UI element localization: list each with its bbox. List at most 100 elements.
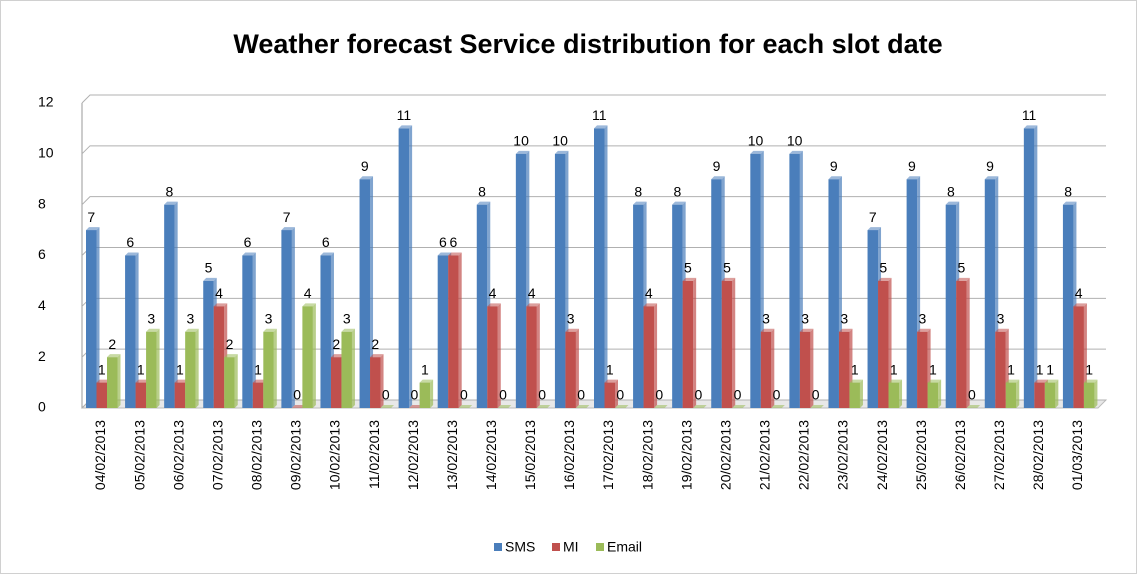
value-label: 8 (1064, 183, 1072, 199)
bar (242, 252, 256, 408)
bar-front (750, 153, 761, 408)
bar-top (945, 201, 960, 205)
bar-top (281, 227, 295, 231)
bar (810, 405, 824, 408)
x-tick-label: 11/02/2013 (366, 420, 382, 489)
x-tick-label: 07/02/2013 (209, 420, 225, 490)
bar-front (799, 331, 811, 408)
bar-top (107, 354, 121, 358)
value-label: 8 (674, 183, 682, 199)
bar-side (654, 303, 658, 408)
bar-side (497, 303, 501, 408)
x-tick-label: 22/02/2013 (796, 420, 812, 490)
x-tick-label: 25/02/2013 (913, 420, 929, 490)
bar (956, 277, 970, 408)
value-label: 0 (655, 387, 663, 403)
bar-top (966, 405, 981, 408)
value-label: 7 (869, 209, 877, 225)
bar-front (682, 280, 694, 408)
legend-label: Email (607, 539, 642, 555)
value-label: 1 (929, 361, 937, 377)
bar-top (419, 379, 434, 383)
bar-side (1055, 379, 1059, 408)
value-label: 0 (538, 387, 546, 403)
value-label: 0 (616, 387, 624, 403)
x-tick-label: 26/02/2013 (952, 420, 968, 490)
x-tick-label: 05/02/2013 (131, 420, 147, 490)
value-label: 8 (947, 183, 955, 199)
bar-top (1083, 379, 1098, 383)
x-tick-label: 16/02/2013 (561, 420, 577, 490)
bar-top (604, 379, 618, 383)
bar-top (125, 252, 139, 256)
bar-side (252, 252, 256, 408)
value-label: 9 (830, 158, 838, 174)
bar (1005, 379, 1020, 408)
bar (927, 379, 942, 408)
legend-swatch (552, 543, 560, 551)
bar-top (263, 328, 277, 332)
bar-side (899, 379, 903, 408)
bar-front (370, 357, 381, 408)
value-label: 4 (489, 285, 497, 301)
bar (799, 328, 814, 408)
bar-top (320, 252, 334, 256)
value-label: 11 (397, 107, 412, 123)
bar-front (224, 357, 235, 408)
y-tick-label: 4 (38, 297, 46, 313)
bar (448, 252, 462, 408)
value-label: 6 (244, 234, 252, 250)
y-tick-label: 2 (38, 348, 46, 364)
bar-front (594, 128, 605, 408)
bar (721, 277, 736, 408)
value-label: 5 (723, 260, 731, 276)
value-label: 6 (450, 234, 458, 250)
bar-front (1034, 382, 1045, 408)
bar-front (565, 331, 576, 408)
value-label: 5 (958, 260, 966, 276)
bar (380, 405, 395, 408)
x-tick-label: 12/02/2013 (405, 420, 421, 490)
bar-front (252, 382, 264, 408)
bar-top (906, 176, 921, 180)
bar-front (281, 230, 292, 408)
value-label: 0 (734, 387, 742, 403)
bar-top (291, 405, 306, 408)
value-label: 4 (215, 285, 223, 301)
value-label: 1 (1036, 361, 1044, 377)
bar (1023, 125, 1038, 409)
x-tick-label: 28/02/2013 (1030, 420, 1046, 490)
bar-top (633, 201, 647, 205)
bar-top (565, 328, 579, 332)
bar-side (291, 227, 295, 408)
value-label: 3 (918, 310, 926, 326)
bar-front (125, 255, 136, 408)
bar (86, 227, 100, 408)
value-label: 5 (879, 260, 887, 276)
bar-top (302, 303, 316, 307)
x-tick-label: 23/02/2013 (835, 420, 851, 490)
value-label: 3 (840, 310, 848, 326)
value-label: 4 (528, 285, 536, 301)
bar (185, 328, 199, 408)
bar-top (497, 405, 512, 408)
value-label: 4 (645, 285, 653, 301)
bar-front (526, 306, 537, 408)
bar (565, 328, 579, 408)
bar-top (878, 277, 892, 281)
bar-side (458, 252, 462, 408)
value-label: 6 (439, 234, 447, 250)
bar-side (96, 227, 100, 408)
bar-front (398, 128, 410, 408)
bar-top (224, 354, 238, 358)
bar-front (437, 255, 449, 408)
value-label: 1 (137, 361, 145, 377)
bar-top (1034, 379, 1048, 383)
bar-top (575, 405, 590, 408)
bar-front (476, 204, 488, 408)
bar-front (1073, 306, 1084, 408)
bar-front (320, 255, 331, 408)
bar (224, 354, 238, 408)
bar (291, 405, 306, 408)
value-label: 8 (166, 183, 174, 199)
